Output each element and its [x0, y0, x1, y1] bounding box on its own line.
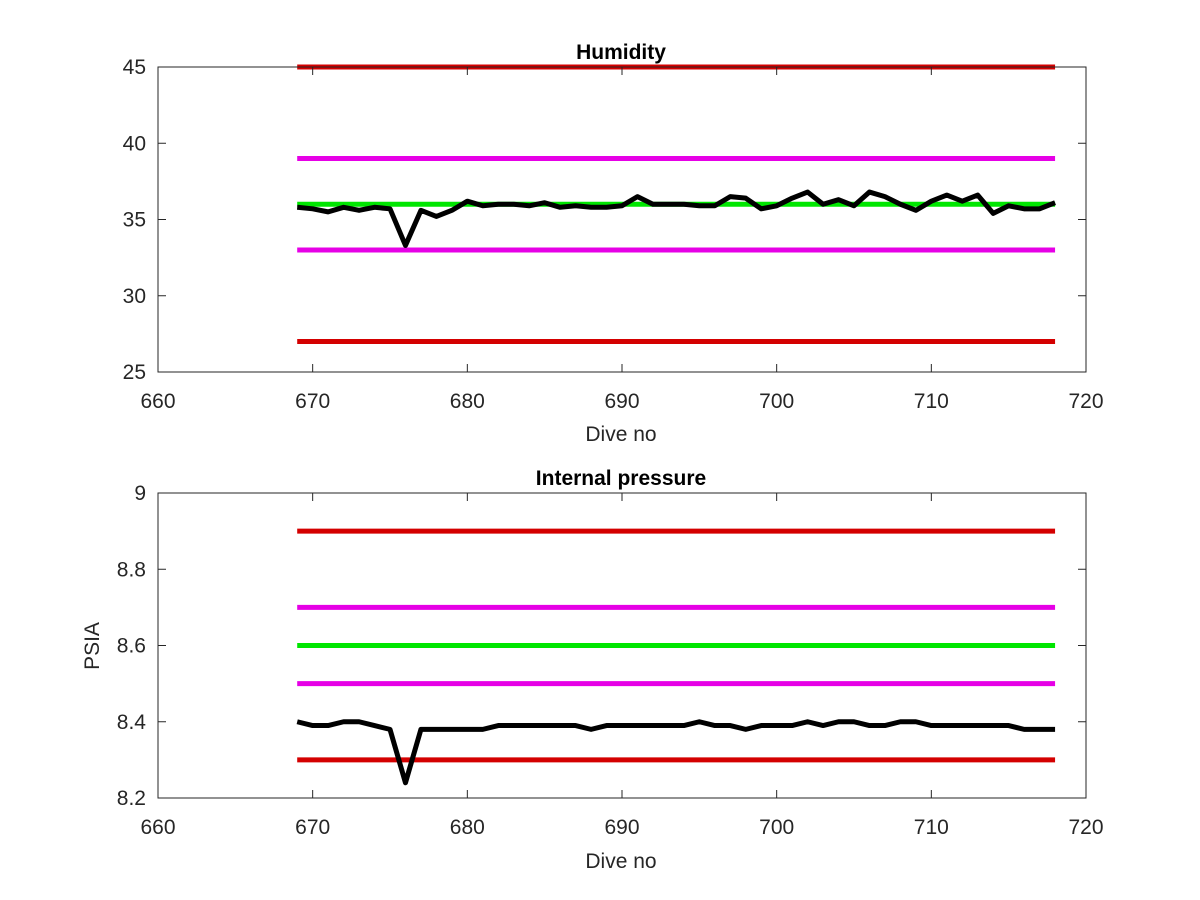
pressure-x-tick-label-2: 680 [450, 816, 485, 839]
pressure-y-tick-label-3: 8.8 [117, 558, 146, 581]
pressure-measured-line-5 [296, 719, 1056, 786]
humidity-x-axis-label: Dive no [585, 423, 656, 446]
pressure-subplot: Internal pressure 660 670 680 690 700 710 720 8… [81, 467, 1104, 873]
pressure-x-tick-label-6: 720 [1068, 816, 1103, 839]
humidity-y-tick-label-3: 40 [123, 132, 146, 155]
humidity-title: Humidity [576, 41, 666, 64]
pressure-x-tick-label-0: 660 [140, 816, 175, 839]
pressure-title: Internal pressure [536, 467, 706, 490]
humidity-y-tick-label-0: 25 [123, 361, 146, 384]
humidity-x-tick-label-0: 660 [140, 390, 175, 413]
humidity-x-tick-label-4: 700 [759, 390, 794, 413]
pressure-x-tick-label-3: 690 [604, 816, 639, 839]
humidity-x-tick-label-1: 670 [295, 390, 330, 413]
pressure-x-axis-label: Dive no [585, 850, 656, 873]
humidity-x-tick-label-2: 680 [450, 390, 485, 413]
pressure-y-tick-label-0: 8.2 [117, 787, 146, 810]
pressure-ticks: 660 670 680 690 700 710 720 8.2 8.4 8.6 8.8 9 [117, 482, 1104, 839]
humidity-ticks: 660 670 680 690 700 710 720 25 30 35 40 45 [123, 56, 1104, 413]
humidity-x-tick-label-6: 720 [1068, 390, 1103, 413]
pressure-x-tick-label-5: 710 [914, 816, 949, 839]
humidity-y-tick-label-2: 35 [123, 209, 146, 232]
pressure-x-tick-label-1: 670 [295, 816, 330, 839]
humidity-subplot: Humidity 660 670 680 690 700 710 720 25 30 35 40 45… [123, 41, 1104, 446]
pressure-y-tick-label-1: 8.4 [117, 711, 147, 734]
pressure-y-tick-label-2: 8.6 [117, 635, 146, 658]
humidity-measured-line-5 [296, 189, 1056, 248]
pressure-y-axis-label: PSIA [81, 622, 104, 670]
humidity-x-tick-label-3: 690 [604, 390, 639, 413]
pressure-y-tick-label-4: 9 [134, 482, 146, 505]
humidity-y-tick-label-1: 30 [123, 285, 146, 308]
humidity-x-tick-label-5: 710 [914, 390, 949, 413]
pressure-series-layer [296, 528, 1056, 786]
humidity-y-tick-label-4: 45 [123, 56, 146, 79]
pressure-x-tick-label-4: 700 [759, 816, 794, 839]
